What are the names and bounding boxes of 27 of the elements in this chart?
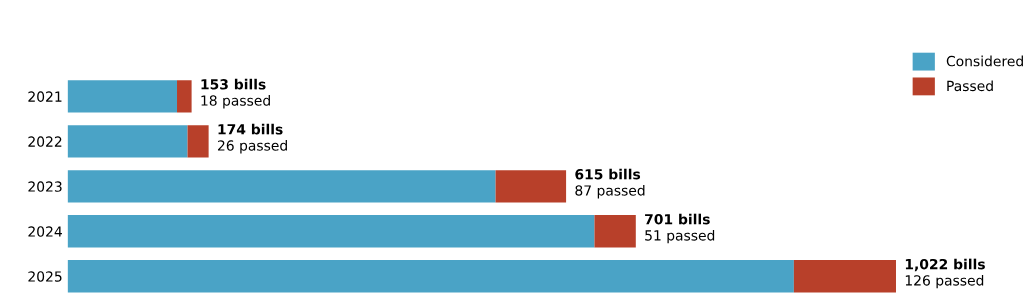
bar xyxy=(187,125,209,158)
bar xyxy=(67,170,496,203)
bar xyxy=(594,215,636,248)
total-label: 615 bills xyxy=(575,168,641,180)
total-label: 153 bills xyxy=(201,78,266,90)
bar xyxy=(67,215,595,248)
bar xyxy=(495,170,567,203)
legend-label: Considered xyxy=(946,55,1023,67)
bar xyxy=(67,260,794,293)
data-label: 18 passed xyxy=(201,95,270,109)
y-tick-label: 2025 xyxy=(28,271,62,282)
bar xyxy=(793,260,896,293)
y-tick-label: 2023 xyxy=(28,181,62,192)
legend-label: Passed xyxy=(947,80,993,92)
y-tick-label: 2024 xyxy=(28,226,62,237)
data-label: 51 passed xyxy=(645,229,715,244)
y-tick-label: 2021 xyxy=(28,91,62,102)
data-label: 126 passed xyxy=(905,274,984,289)
total-label: 174 bills xyxy=(218,123,283,135)
data-label: 26 passed xyxy=(217,139,287,154)
total-label: 1,022 bills xyxy=(905,258,985,272)
total-label: 701 bills xyxy=(645,213,710,225)
bar xyxy=(67,80,178,113)
bar xyxy=(177,80,192,113)
data-label: 87 passed xyxy=(575,184,645,199)
y-tick-label: 2022 xyxy=(28,136,62,147)
bar xyxy=(67,125,188,158)
